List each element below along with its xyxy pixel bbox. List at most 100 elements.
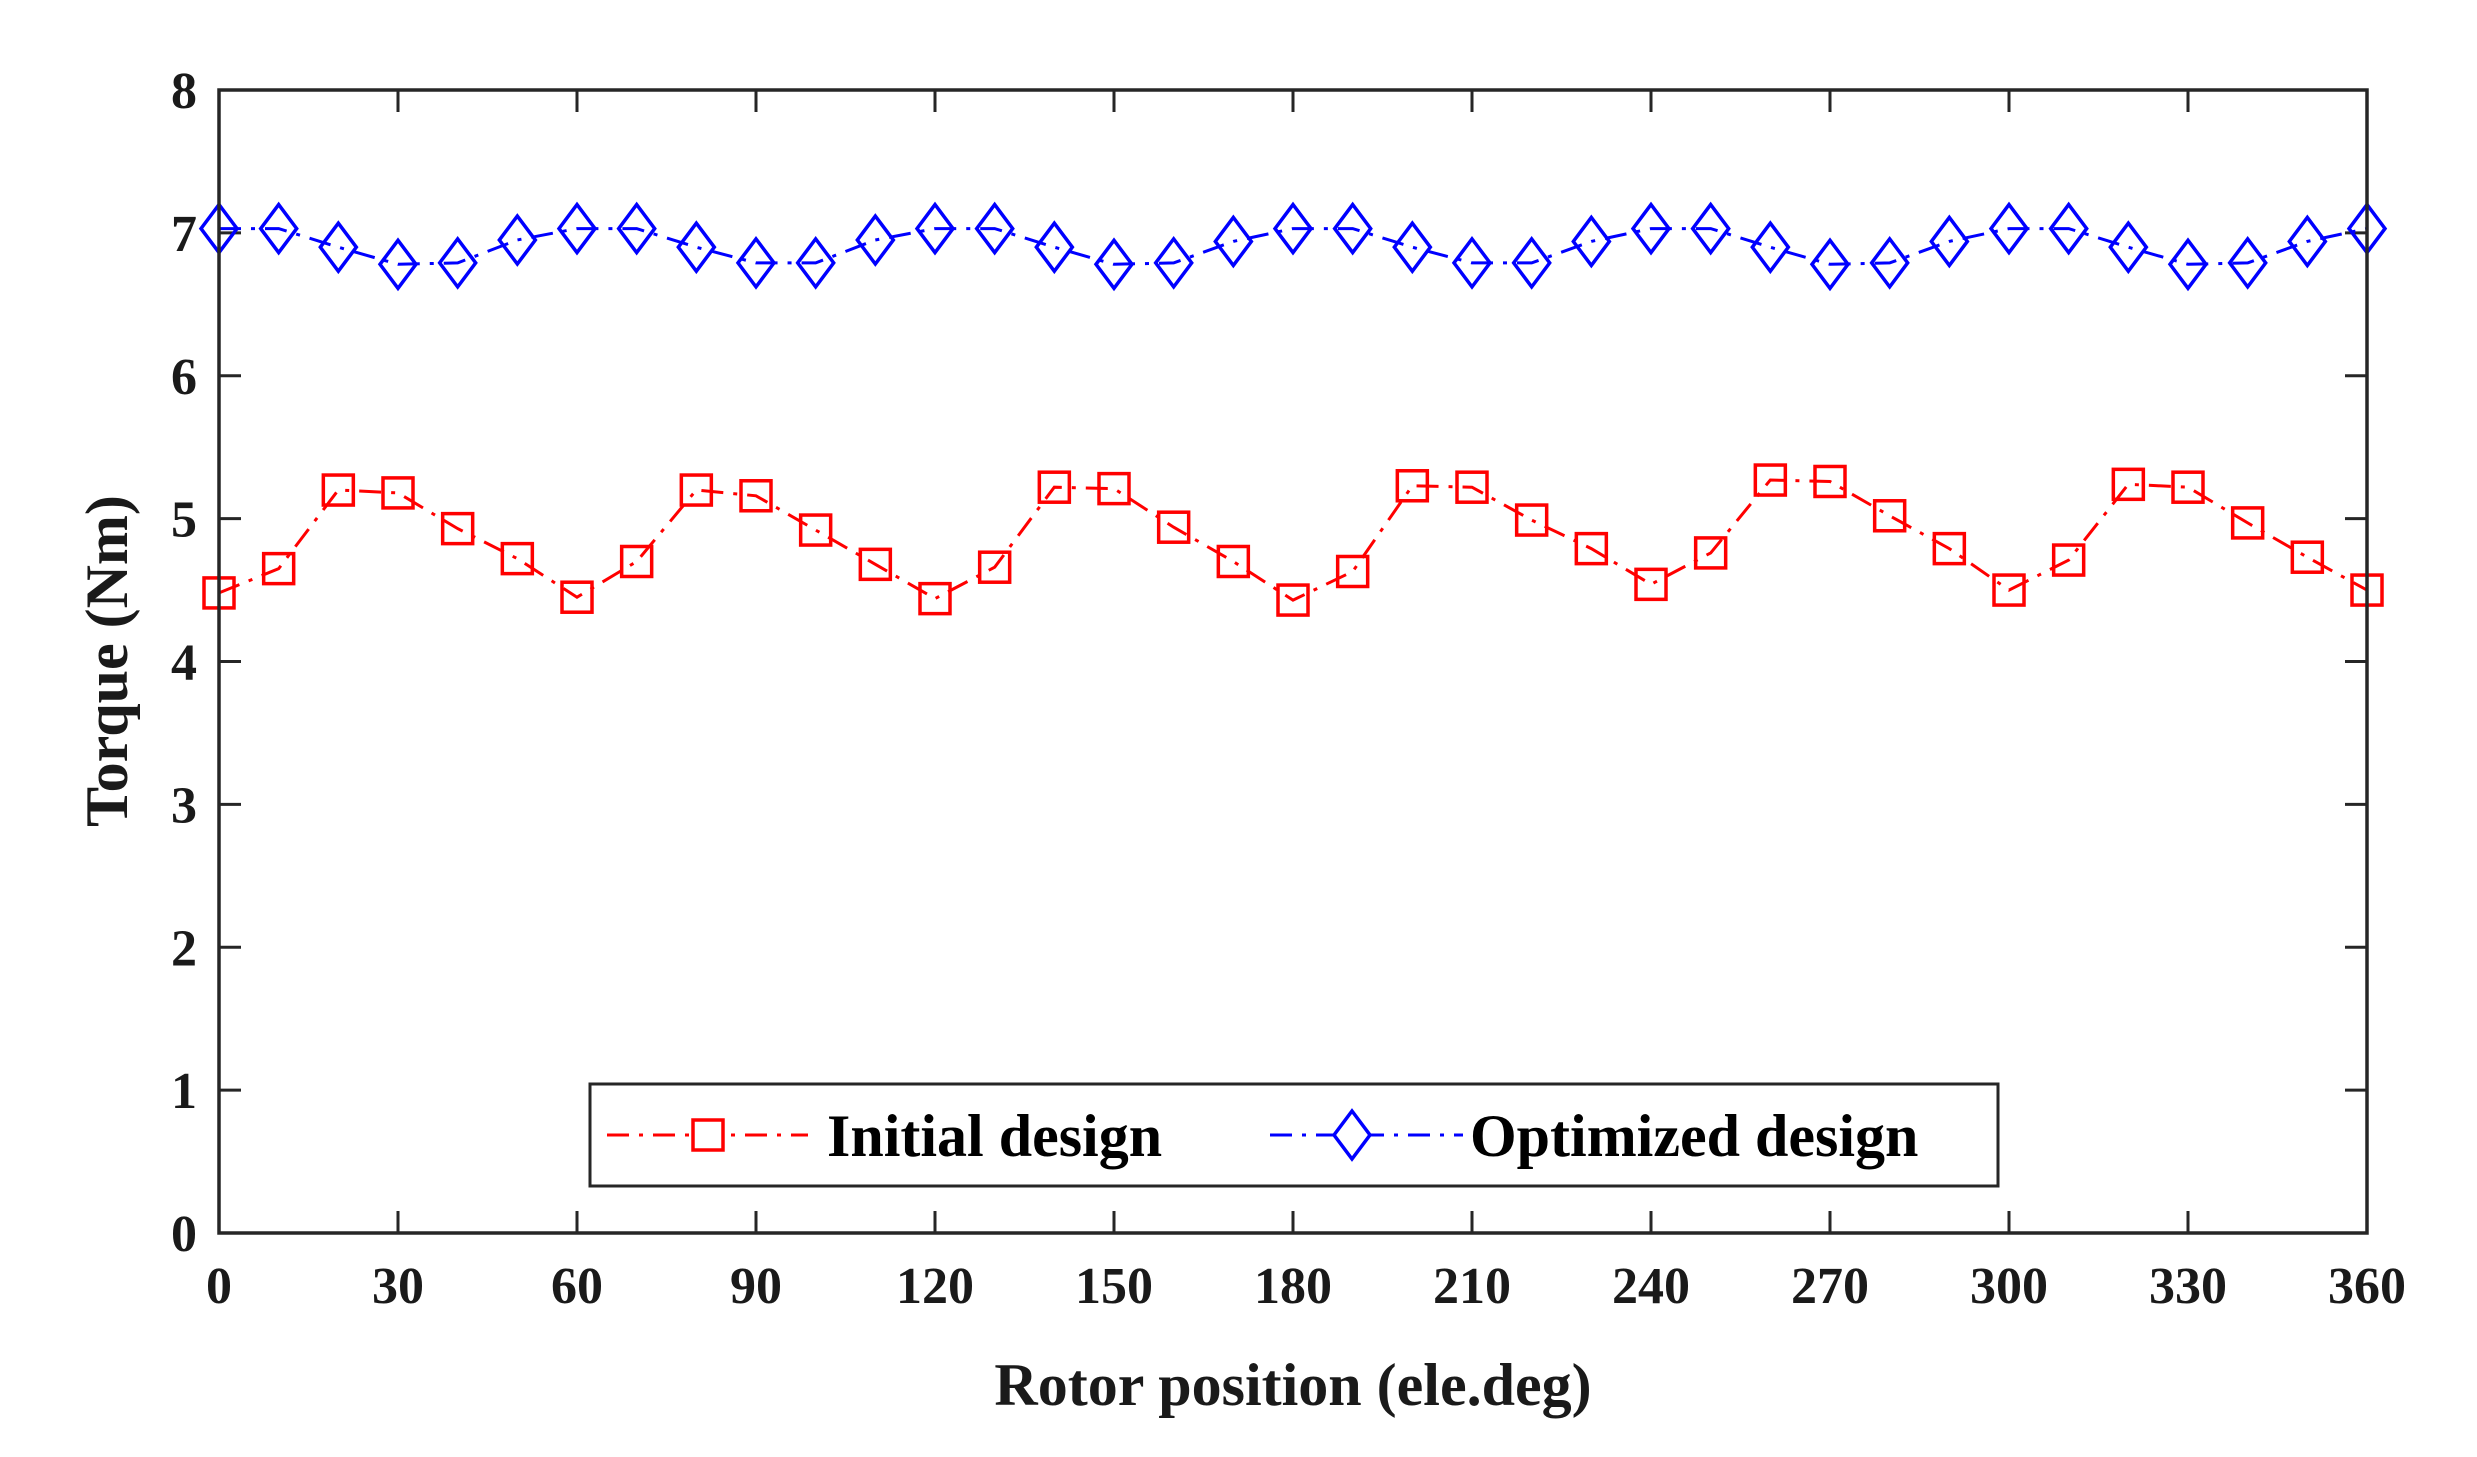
data-point xyxy=(1634,567,1668,602)
data-point xyxy=(440,511,475,546)
y-tick-label: 7 xyxy=(171,206,197,263)
data-point xyxy=(1455,470,1489,504)
data-point xyxy=(1213,214,1254,269)
data-point xyxy=(1272,201,1314,256)
legend-entry-initial: Initial design xyxy=(607,1103,1162,1169)
data-point xyxy=(1037,470,1072,504)
data-point xyxy=(1395,469,1430,503)
legend-box xyxy=(588,1082,2000,1188)
data-point xyxy=(2230,506,2265,540)
data-point xyxy=(318,220,359,275)
data-point xyxy=(1574,531,1609,566)
axis-ticks: 0 30 60 90 120 150 180 210 240 270 300 330 360 0 1 2 3 4 5… xyxy=(171,63,2406,1315)
x-tick-label: 90 xyxy=(730,1258,782,1315)
data-point xyxy=(914,201,956,256)
data-point xyxy=(1511,235,1552,290)
series-line xyxy=(218,478,2368,602)
data-point xyxy=(798,513,833,547)
data-point xyxy=(1813,464,1847,499)
data-point xyxy=(735,235,777,290)
data-point xyxy=(739,479,773,513)
y-tick-label: 5 xyxy=(171,492,197,549)
x-tick-label: 240 xyxy=(1612,1258,1690,1315)
data-point xyxy=(1693,536,1728,570)
data-point xyxy=(1153,235,1194,290)
data-point xyxy=(1093,237,1135,292)
series-line xyxy=(219,227,2368,266)
x-tick-label: 180 xyxy=(1254,1258,1332,1315)
data-point xyxy=(1276,583,1310,617)
x-tick-label: 120 xyxy=(896,1258,974,1315)
y-tick-label: 3 xyxy=(171,777,197,834)
legend: Initial design Optimized design xyxy=(588,1082,2000,1188)
data-point xyxy=(2287,214,2328,269)
data-point xyxy=(855,213,896,267)
data-point xyxy=(1988,201,2030,256)
x-tick-label: 330 xyxy=(2149,1258,2227,1315)
data-point xyxy=(261,551,296,586)
data-point xyxy=(1571,214,1612,269)
data-point xyxy=(2227,235,2268,290)
data-point xyxy=(1992,573,2026,607)
plot-series xyxy=(198,201,2388,617)
x-tick-label: 60 xyxy=(551,1258,603,1315)
y-tick-label: 0 xyxy=(171,1206,197,1263)
data-point xyxy=(2111,467,2146,502)
series-initial xyxy=(202,463,2384,617)
data-point xyxy=(497,213,538,267)
y-axis-label: Torque (Nm) xyxy=(74,495,140,827)
legend-entry-optimized: Optimized design xyxy=(1270,1103,1918,1169)
data-point xyxy=(1869,235,1910,290)
data-point xyxy=(1630,201,1672,256)
data-point xyxy=(2048,201,2089,256)
data-point xyxy=(381,476,415,510)
data-point xyxy=(1690,201,1731,256)
data-point xyxy=(2051,543,2086,577)
y-tick-label: 6 xyxy=(171,349,197,406)
data-point xyxy=(437,235,478,290)
x-tick-label: 30 xyxy=(372,1258,424,1315)
data-point xyxy=(1216,544,1251,579)
legend-label-initial: Initial design xyxy=(827,1103,1162,1169)
legend-swatch-initial-marker xyxy=(691,1118,725,1152)
data-point xyxy=(1809,237,1851,292)
data-point xyxy=(2290,540,2325,574)
plot-area-frame xyxy=(217,88,2369,1235)
x-tick-label: 360 xyxy=(2328,1258,2406,1315)
data-point xyxy=(676,220,717,275)
legend-swatch-optimized-marker xyxy=(1331,1108,1373,1162)
data-point xyxy=(1753,463,1788,497)
data-point xyxy=(1929,214,1970,269)
data-point xyxy=(858,547,893,582)
legend-label-optimized: Optimized design xyxy=(1470,1103,1918,1169)
data-point xyxy=(619,544,654,579)
data-point xyxy=(1392,220,1433,275)
data-point xyxy=(377,237,419,292)
data-point xyxy=(500,541,535,576)
y-tick-label: 8 xyxy=(171,63,197,120)
data-point xyxy=(1156,510,1191,544)
x-tick-label: 210 xyxy=(1433,1258,1511,1315)
data-point xyxy=(918,581,952,616)
x-tick-label: 0 xyxy=(206,1258,232,1315)
data-point xyxy=(1034,220,1075,275)
data-point xyxy=(258,201,299,256)
series-optimized xyxy=(198,201,2388,292)
data-point xyxy=(560,580,594,614)
data-point xyxy=(616,201,657,256)
data-point xyxy=(1451,235,1493,290)
data-point xyxy=(321,473,356,507)
data-point xyxy=(2167,237,2209,292)
data-point xyxy=(1932,531,1967,566)
data-point xyxy=(1872,499,1907,533)
y-tick-label: 4 xyxy=(171,635,197,692)
y-tick-label: 1 xyxy=(171,1063,197,1120)
x-tick-label: 270 xyxy=(1791,1258,1869,1315)
data-point xyxy=(1332,201,1373,256)
data-point xyxy=(1335,554,1370,589)
data-point xyxy=(1514,503,1549,537)
data-point xyxy=(1750,220,1791,275)
x-tick-label: 150 xyxy=(1075,1258,1153,1315)
